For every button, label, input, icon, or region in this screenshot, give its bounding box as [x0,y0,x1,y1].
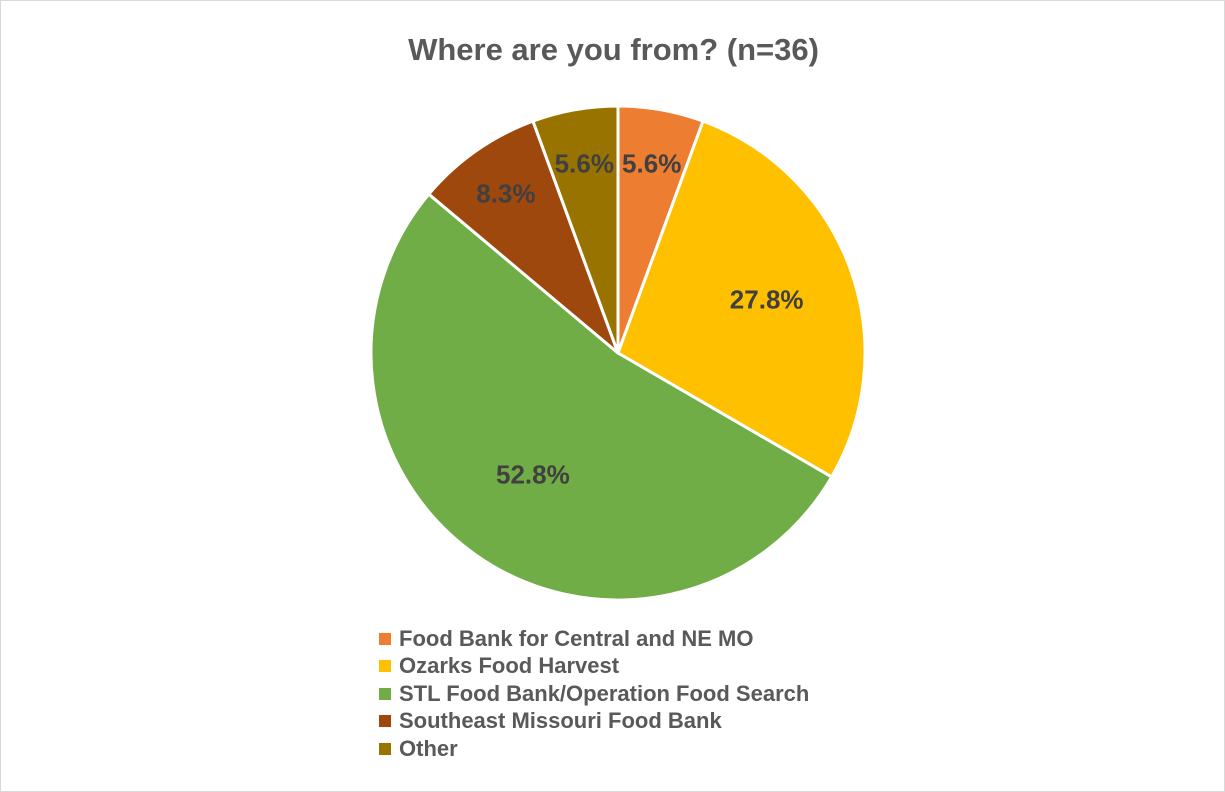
legend-swatch [379,742,391,755]
pie-slice-4 [427,119,620,355]
legend-label: Food Bank for Central and NE MO [399,625,754,651]
legend-swatch [379,660,391,673]
data-label-2: 27.8% [730,284,804,314]
data-label-3: 52.8% [496,459,570,489]
legend-item: Southeast Missouri Food Bank [379,708,809,736]
pie-slice-5 [531,104,620,355]
legend-swatch [379,687,391,700]
chart-title: Where are you from? (n=36) [408,32,819,67]
legend-item: STL Food Bank/Operation Food Search [379,680,809,708]
data-label-4: 8.3% [476,178,535,208]
legend-item: Ozarks Food Harvest [379,653,809,681]
legend-label: STL Food Bank/Operation Food Search [399,680,810,706]
legend-label: Other [399,735,458,761]
legend-label: Southeast Missouri Food Bank [399,708,722,734]
pie-data-labels: 5.6% 27.8% 52.8% 8.3% 5.6% [476,148,803,489]
pie-slice-3 [369,192,834,602]
legend-label: Ozarks Food Harvest [399,653,620,679]
legend-item: Other [379,735,809,763]
legend-swatch [379,715,391,728]
data-label-5: 5.6% [555,148,614,178]
legend-item: Food Bank for Central and NE MO [379,625,809,653]
pie-slices [369,104,867,602]
legend: Food Bank for Central and NE MO Ozarks Fo… [379,625,809,763]
pie-chart: 5.6% 27.8% 52.8% 8.3% 5.6% [369,104,867,602]
data-label-1: 5.6% [622,148,681,178]
legend-swatch [379,632,391,645]
